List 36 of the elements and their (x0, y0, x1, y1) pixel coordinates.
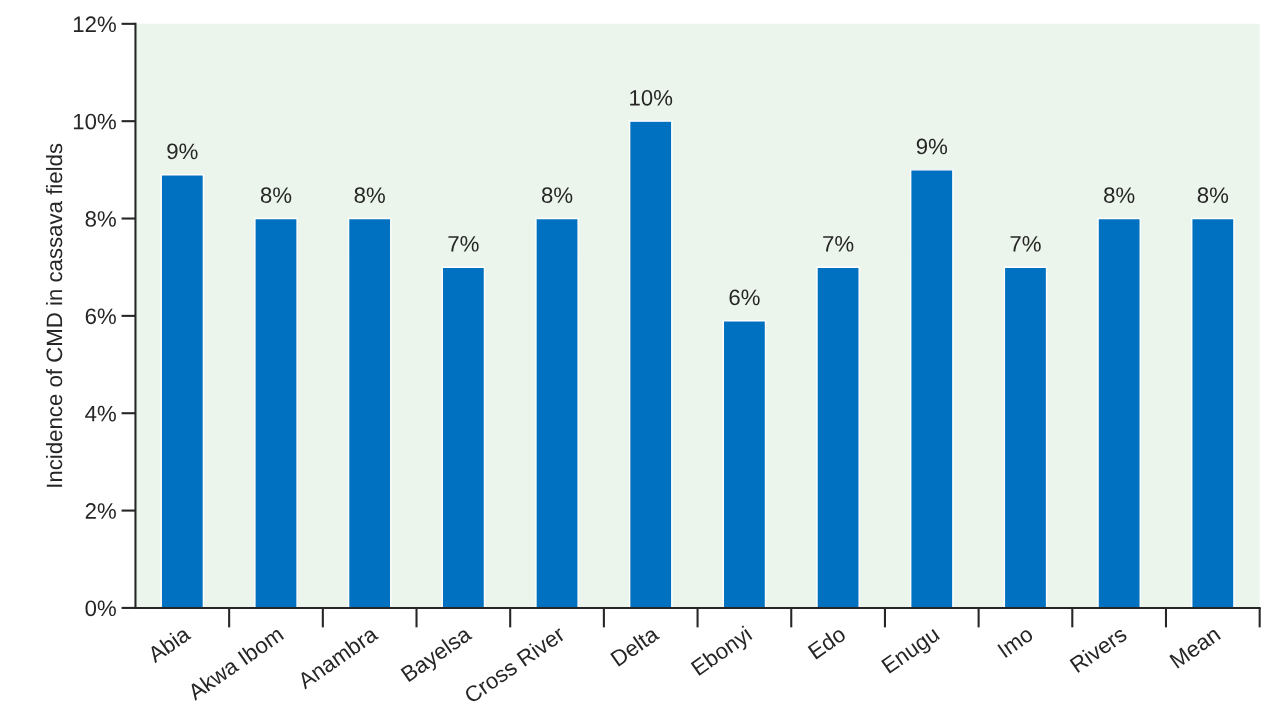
y-tick-label: 2% (85, 503, 116, 519)
y-tick-label: 0% (85, 600, 116, 617)
data-label: 8% (1197, 187, 1229, 204)
bar (1003, 266, 1048, 608)
data-label: 8% (354, 187, 385, 204)
data-label: 8% (260, 187, 292, 204)
bar (910, 169, 954, 608)
y-tick-label: 12% (73, 16, 116, 33)
x-tick-label: Imo (997, 625, 1035, 659)
y-tick-label: 10% (73, 113, 116, 130)
bar (347, 217, 392, 608)
data-label: 9% (167, 143, 198, 160)
x-tick-label: Abia (145, 624, 192, 664)
bar (160, 174, 205, 608)
data-label: 7% (1010, 236, 1041, 252)
data-label: 8% (541, 187, 573, 204)
bar (628, 120, 673, 608)
data-label: 7% (823, 236, 854, 252)
x-tick-label: Edo (807, 625, 847, 660)
data-label: 9% (916, 138, 948, 155)
x-tick-label: Delta (609, 624, 661, 667)
bar (722, 320, 767, 608)
bar (254, 217, 298, 608)
bar (1191, 217, 1235, 608)
y-tick-label: 4% (85, 405, 116, 422)
y-tick-label: 8% (85, 211, 116, 227)
bar (1097, 217, 1141, 608)
y-axis-title: Incidence of CMD in cassava fields (45, 143, 63, 487)
data-label: 8% (1104, 187, 1135, 204)
bar (816, 266, 860, 608)
bar (441, 266, 486, 608)
bar (535, 217, 579, 608)
data-label: 6% (729, 289, 760, 306)
y-tick-label: 6% (85, 308, 116, 325)
data-label: 7% (448, 236, 479, 252)
data-label: 10% (630, 89, 673, 106)
